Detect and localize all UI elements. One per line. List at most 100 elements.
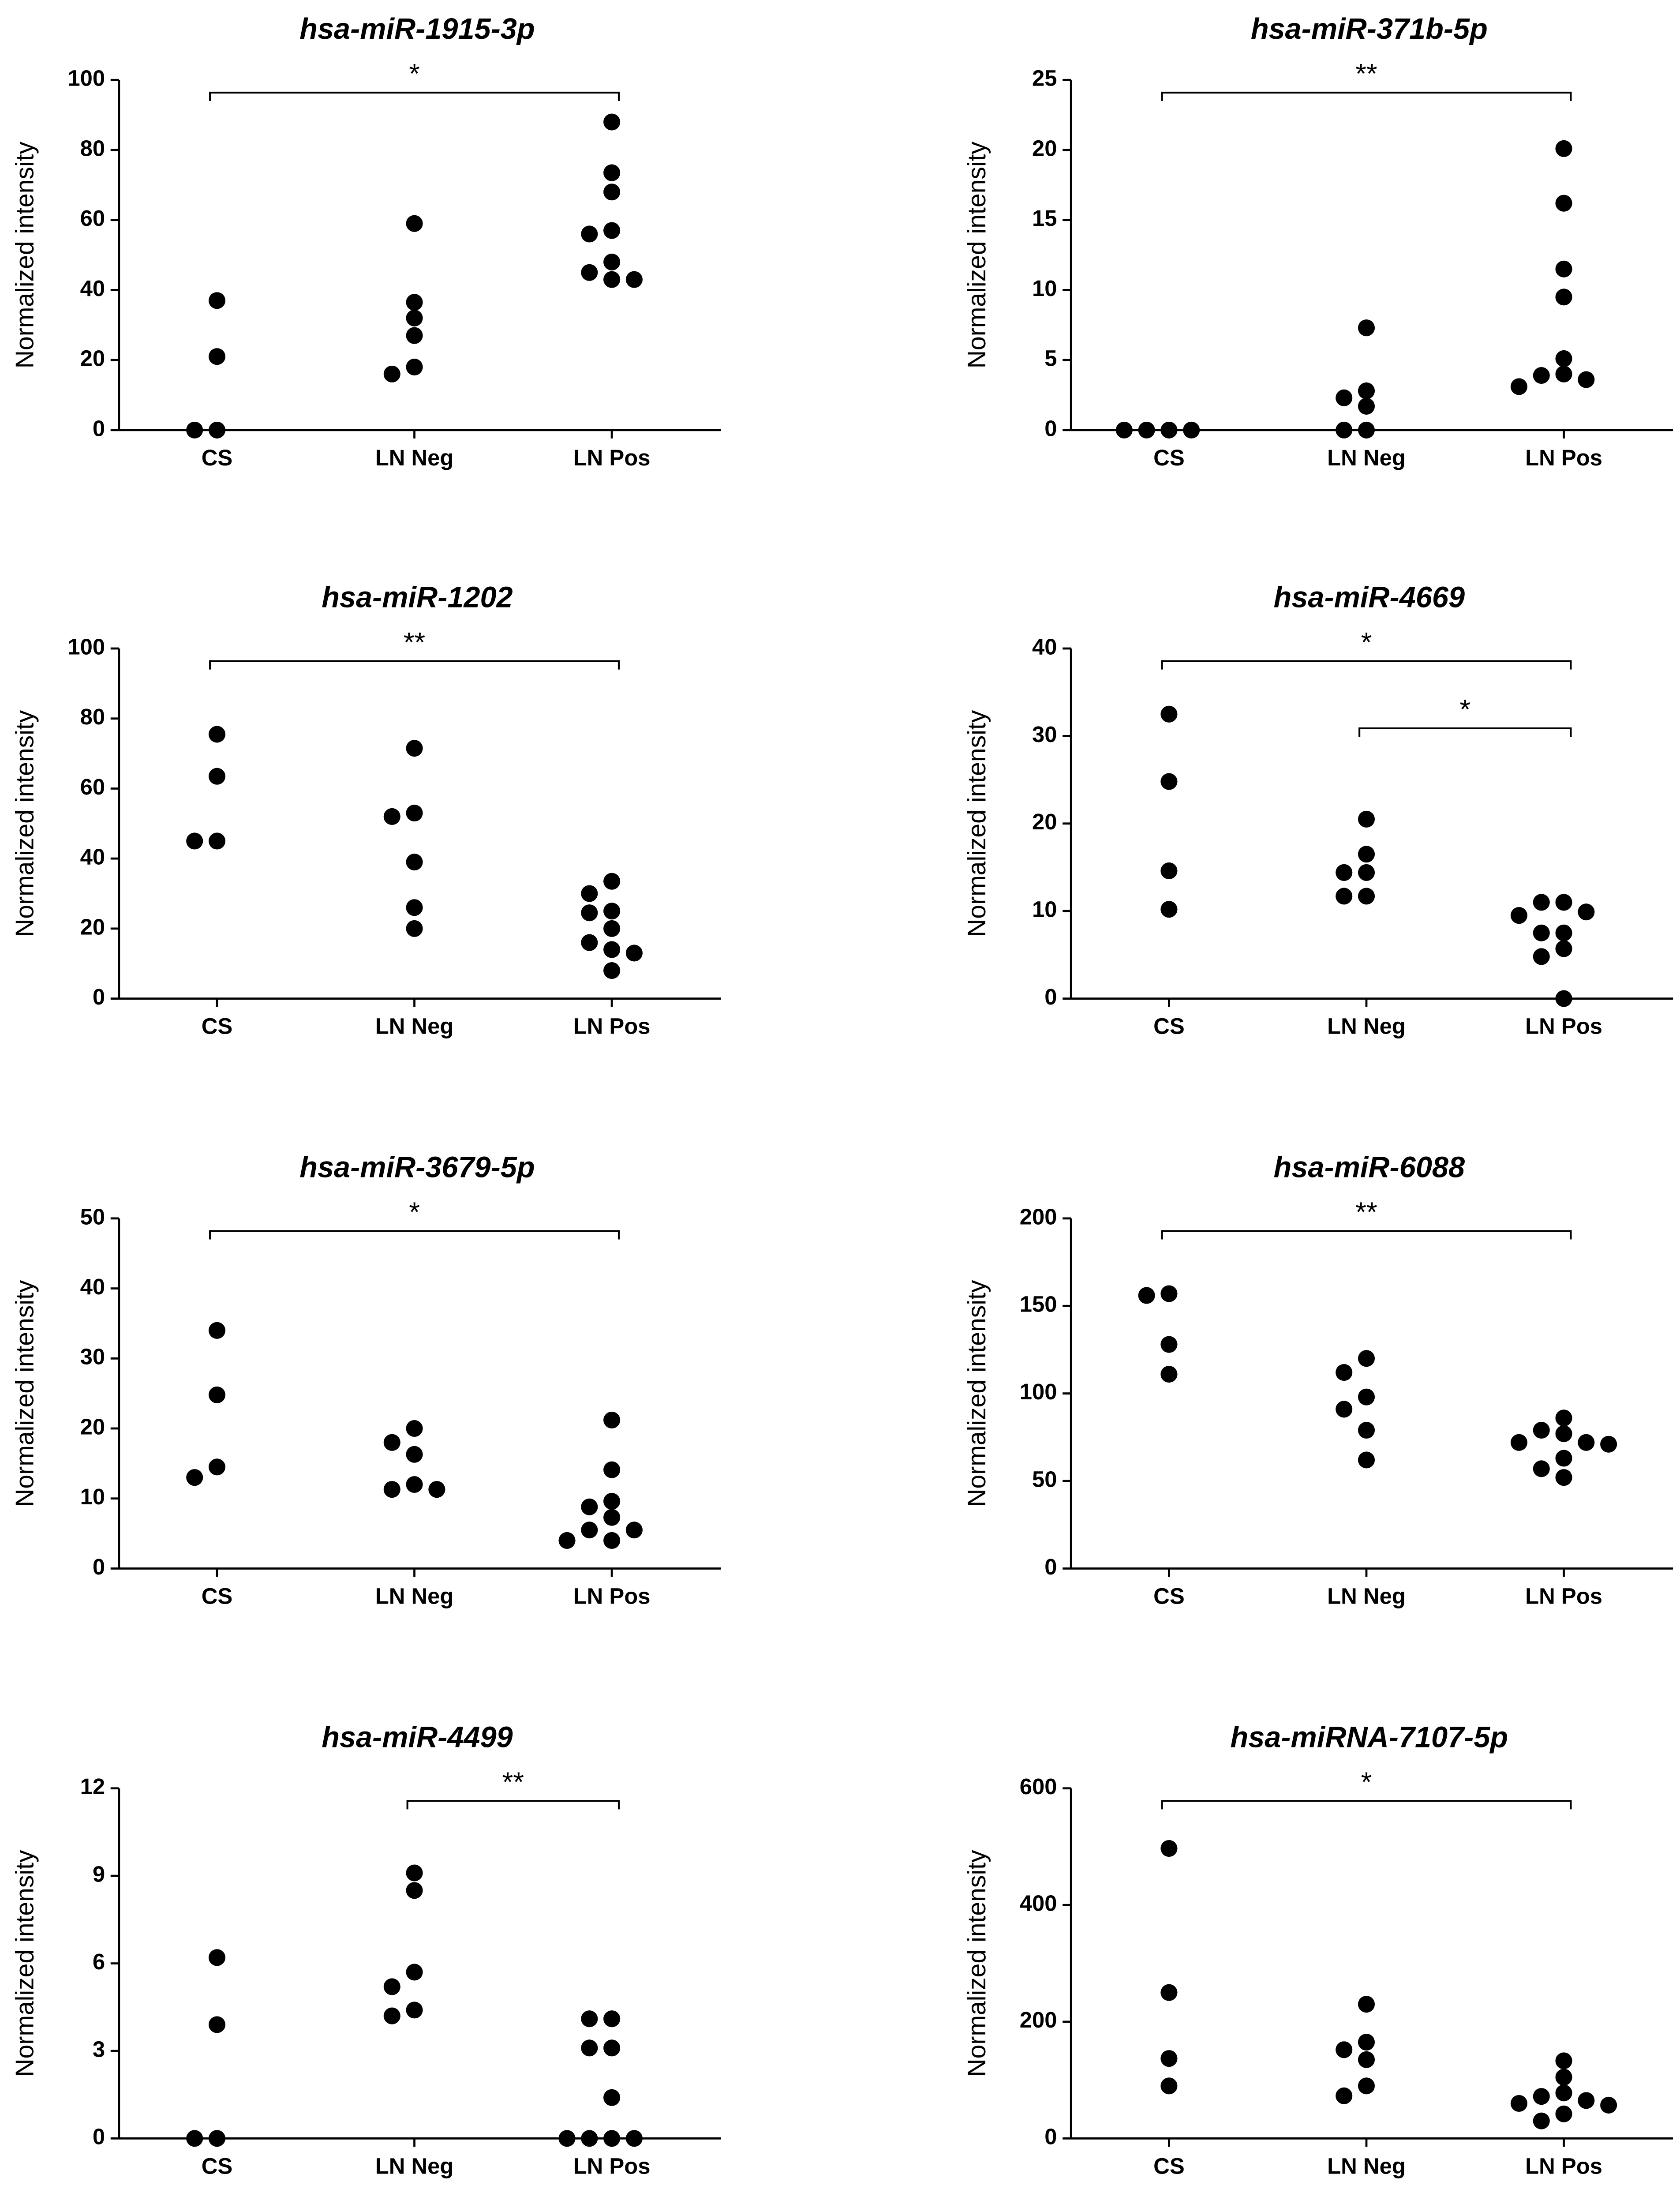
data-point (406, 1864, 423, 1882)
x-tick-label: LN Neg (375, 1014, 454, 1039)
y-tick-label: 0 (93, 416, 105, 441)
data-point (603, 941, 621, 958)
data-point (1358, 864, 1375, 881)
significance-label: * (409, 1197, 420, 1228)
data-point (1358, 421, 1375, 439)
y-tick-label: 200 (1020, 2007, 1057, 2032)
data-point (1138, 421, 1155, 439)
data-point (1160, 2077, 1178, 2095)
x-tick-label: CS (1153, 1014, 1185, 1039)
significance-label: * (1361, 627, 1372, 658)
data-point (603, 1532, 621, 1549)
y-tick-label: 400 (1020, 1891, 1057, 1916)
y-tick-label: 100 (1020, 1379, 1057, 1404)
data-point (208, 726, 226, 743)
x-tick-label: CS (1153, 445, 1185, 470)
y-tick-label: 12 (80, 1774, 105, 1799)
y-tick-label: 15 (1032, 206, 1057, 231)
y-tick-label: 3 (93, 2036, 105, 2062)
data-point (603, 920, 621, 937)
significance-label: ** (502, 1767, 524, 1798)
data-point (1336, 1401, 1353, 1418)
y-axis-label: Normalized intensity (963, 1850, 991, 2077)
data-point (1160, 421, 1178, 439)
data-point (1358, 319, 1375, 337)
data-point (1510, 1434, 1528, 1451)
chart-title: hsa-miR-4499 (322, 1721, 513, 1754)
data-point (1533, 1460, 1550, 1477)
chart-title: hsa-miR-6088 (1274, 1151, 1465, 1184)
y-tick-label: 0 (1044, 984, 1057, 1009)
data-point (406, 1420, 423, 1437)
data-point (1358, 2034, 1375, 2051)
y-tick-label: 0 (93, 2124, 105, 2149)
data-point (603, 873, 621, 890)
data-point (603, 1461, 621, 1478)
data-point (208, 292, 226, 309)
data-point (603, 2089, 621, 2106)
data-point (406, 2002, 423, 2019)
y-tick-label: 6 (93, 1949, 105, 1974)
significance-label: ** (1355, 1197, 1377, 1228)
data-point (406, 294, 423, 311)
data-point (1555, 2105, 1572, 2122)
data-point (625, 945, 643, 962)
data-point (208, 2130, 226, 2147)
data-point (603, 271, 621, 288)
x-tick-label: LN Neg (375, 2153, 454, 2178)
data-point (1510, 378, 1528, 395)
data-point (1138, 1287, 1155, 1304)
panel: hsa-miR-1202 Normalized intensity 0 20 40 60 8… (11, 581, 721, 1039)
data-point (581, 225, 598, 243)
y-axis-label: Normalized intensity (11, 710, 39, 937)
significance-bracket (209, 660, 620, 670)
data-point (1555, 940, 1572, 957)
data-point (581, 934, 598, 951)
data-point (1115, 421, 1133, 439)
y-axis-label: Normalized intensity (11, 1850, 39, 2077)
data-point (603, 1509, 621, 1526)
y-tick-label: 40 (1032, 634, 1057, 659)
significance-bracket (1161, 91, 1572, 101)
data-point (1555, 289, 1572, 306)
data-point (1555, 1469, 1572, 1486)
data-point (406, 358, 423, 376)
data-point (1336, 888, 1353, 905)
y-tick-label: 50 (80, 1204, 105, 1229)
y-tick-label: 100 (67, 634, 105, 659)
chart-title: hsa-miR-1202 (322, 581, 513, 614)
y-tick-label: 20 (80, 346, 105, 371)
y-tick-label: 9 (93, 1862, 105, 1887)
data-point (1336, 421, 1353, 439)
data-point (1533, 2112, 1550, 2129)
significance-label: ** (404, 627, 425, 658)
data-point (208, 348, 226, 365)
panel: hsa-miR-4669 Normalized intensity 0 10 20 30 4… (963, 581, 1673, 1039)
y-tick-label: 0 (1044, 1554, 1057, 1579)
data-point (1358, 2077, 1375, 2095)
data-point (1358, 1421, 1375, 1439)
data-point (1555, 1409, 1572, 1427)
y-axis-label: Normalized intensity (11, 141, 39, 368)
panel: hsa-miR-371b-5p Normalized intensity 0 5 10 1… (963, 13, 1673, 470)
y-tick-label: 0 (1044, 416, 1057, 441)
significance-bracket (209, 1230, 620, 1240)
data-point (383, 2007, 400, 2024)
x-tick-label: LN Pos (573, 2153, 651, 2178)
panel: hsa-miRNA-7107-5p Normalized intensity 0 20… (963, 1721, 1673, 2178)
data-point (186, 2130, 203, 2147)
data-point (1160, 862, 1178, 879)
data-point (1336, 864, 1353, 881)
x-tick-label: LN Neg (1327, 445, 1406, 470)
data-point (1555, 2069, 1572, 2086)
data-point (581, 885, 598, 902)
y-tick-label: 5 (1044, 346, 1057, 371)
data-point (1358, 382, 1375, 400)
data-point (558, 2130, 576, 2147)
data-point (406, 920, 423, 937)
data-point (603, 1411, 621, 1429)
data-point (208, 2016, 226, 2033)
chart-title: hsa-miR-1915-3p (299, 13, 535, 45)
x-tick-label: LN Pos (1525, 1584, 1602, 1609)
